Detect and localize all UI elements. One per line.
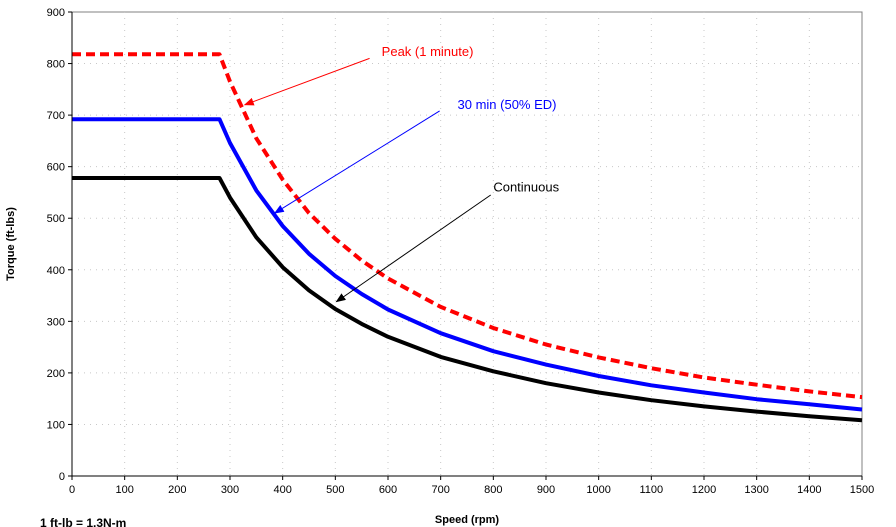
x-tick-label: 200 [168,484,186,496]
unit-conversion-note: 1 ft-lb = 1.3N-m [40,516,126,527]
y-tick-label: 0 [59,471,65,483]
y-tick-label: 100 [47,419,65,431]
x-tick-labels: 0 100 200 300 400 500 600 700 800 900 1000 1100 1200… [69,484,874,496]
y-tick-label: 700 [47,110,65,122]
annotation-label: Continuous [493,179,559,194]
annotation-label: 30 min (50% ED) [458,97,557,112]
x-axis-title: Speed (rpm) [435,514,500,526]
x-tick-label: 1100 [640,484,664,496]
series-line-30-min-50-ed [72,117,863,412]
x-tick-label: 500 [326,484,344,496]
x-tick-label: 1300 [744,484,768,496]
x-tick-label: 900 [537,484,555,496]
x-tick-label: 600 [379,484,397,496]
y-tick-label: 200 [47,368,65,380]
annotation-arrow [335,194,491,303]
x-tick-label: 1200 [692,484,716,496]
annotation-arrow [273,110,440,214]
x-tick-label: 800 [484,484,502,496]
x-tick-label: 300 [221,484,239,496]
y-tick-label: 400 [47,265,65,277]
series-lines [72,52,863,423]
y-tick-label: 300 [47,316,65,328]
plot-area [71,11,863,477]
x-tick-label: 400 [273,484,291,496]
annotation-label: Peak (1 minute) [382,44,474,59]
y-tick-labels: 0 100 200 300 400 500 600 700 800 900 [47,7,65,483]
x-tick-label: 700 [431,484,449,496]
x-tick-label: 1000 [586,484,610,496]
annotation-arrow [243,57,370,106]
x-tick-label: 100 [115,484,133,496]
x-tick-label: 1500 [850,484,874,496]
y-tick-label: 900 [47,7,65,19]
series-line-peak-1-minute [72,52,863,400]
y-tick-label: 500 [47,213,65,225]
axes [68,11,863,480]
series-line-continuous [72,176,863,423]
y-axis-title: Torque (ft-lbs) [5,207,17,281]
y-tick-label: 600 [47,162,65,174]
y-tick-label: 800 [47,59,65,71]
annotations: Peak (1 minute) 30 min (50% ED) Continuous [243,44,560,303]
x-tick-label: 0 [69,484,75,496]
x-tick-label: 1400 [797,484,821,496]
